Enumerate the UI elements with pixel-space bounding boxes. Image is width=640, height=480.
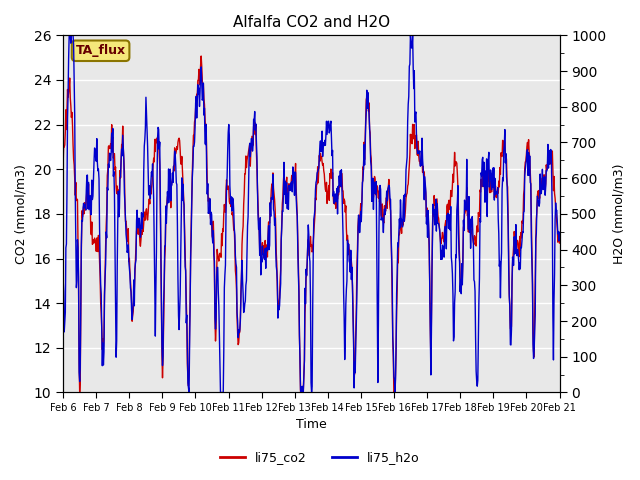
Text: TA_flux: TA_flux [76, 44, 125, 57]
X-axis label: Time: Time [296, 419, 326, 432]
Y-axis label: CO2 (mmol/m3): CO2 (mmol/m3) [15, 164, 28, 264]
Title: Alfalfa CO2 and H2O: Alfalfa CO2 and H2O [233, 15, 390, 30]
Y-axis label: H2O (mmol/m3): H2O (mmol/m3) [612, 164, 625, 264]
Legend: li75_co2, li75_h2o: li75_co2, li75_h2o [215, 446, 425, 469]
